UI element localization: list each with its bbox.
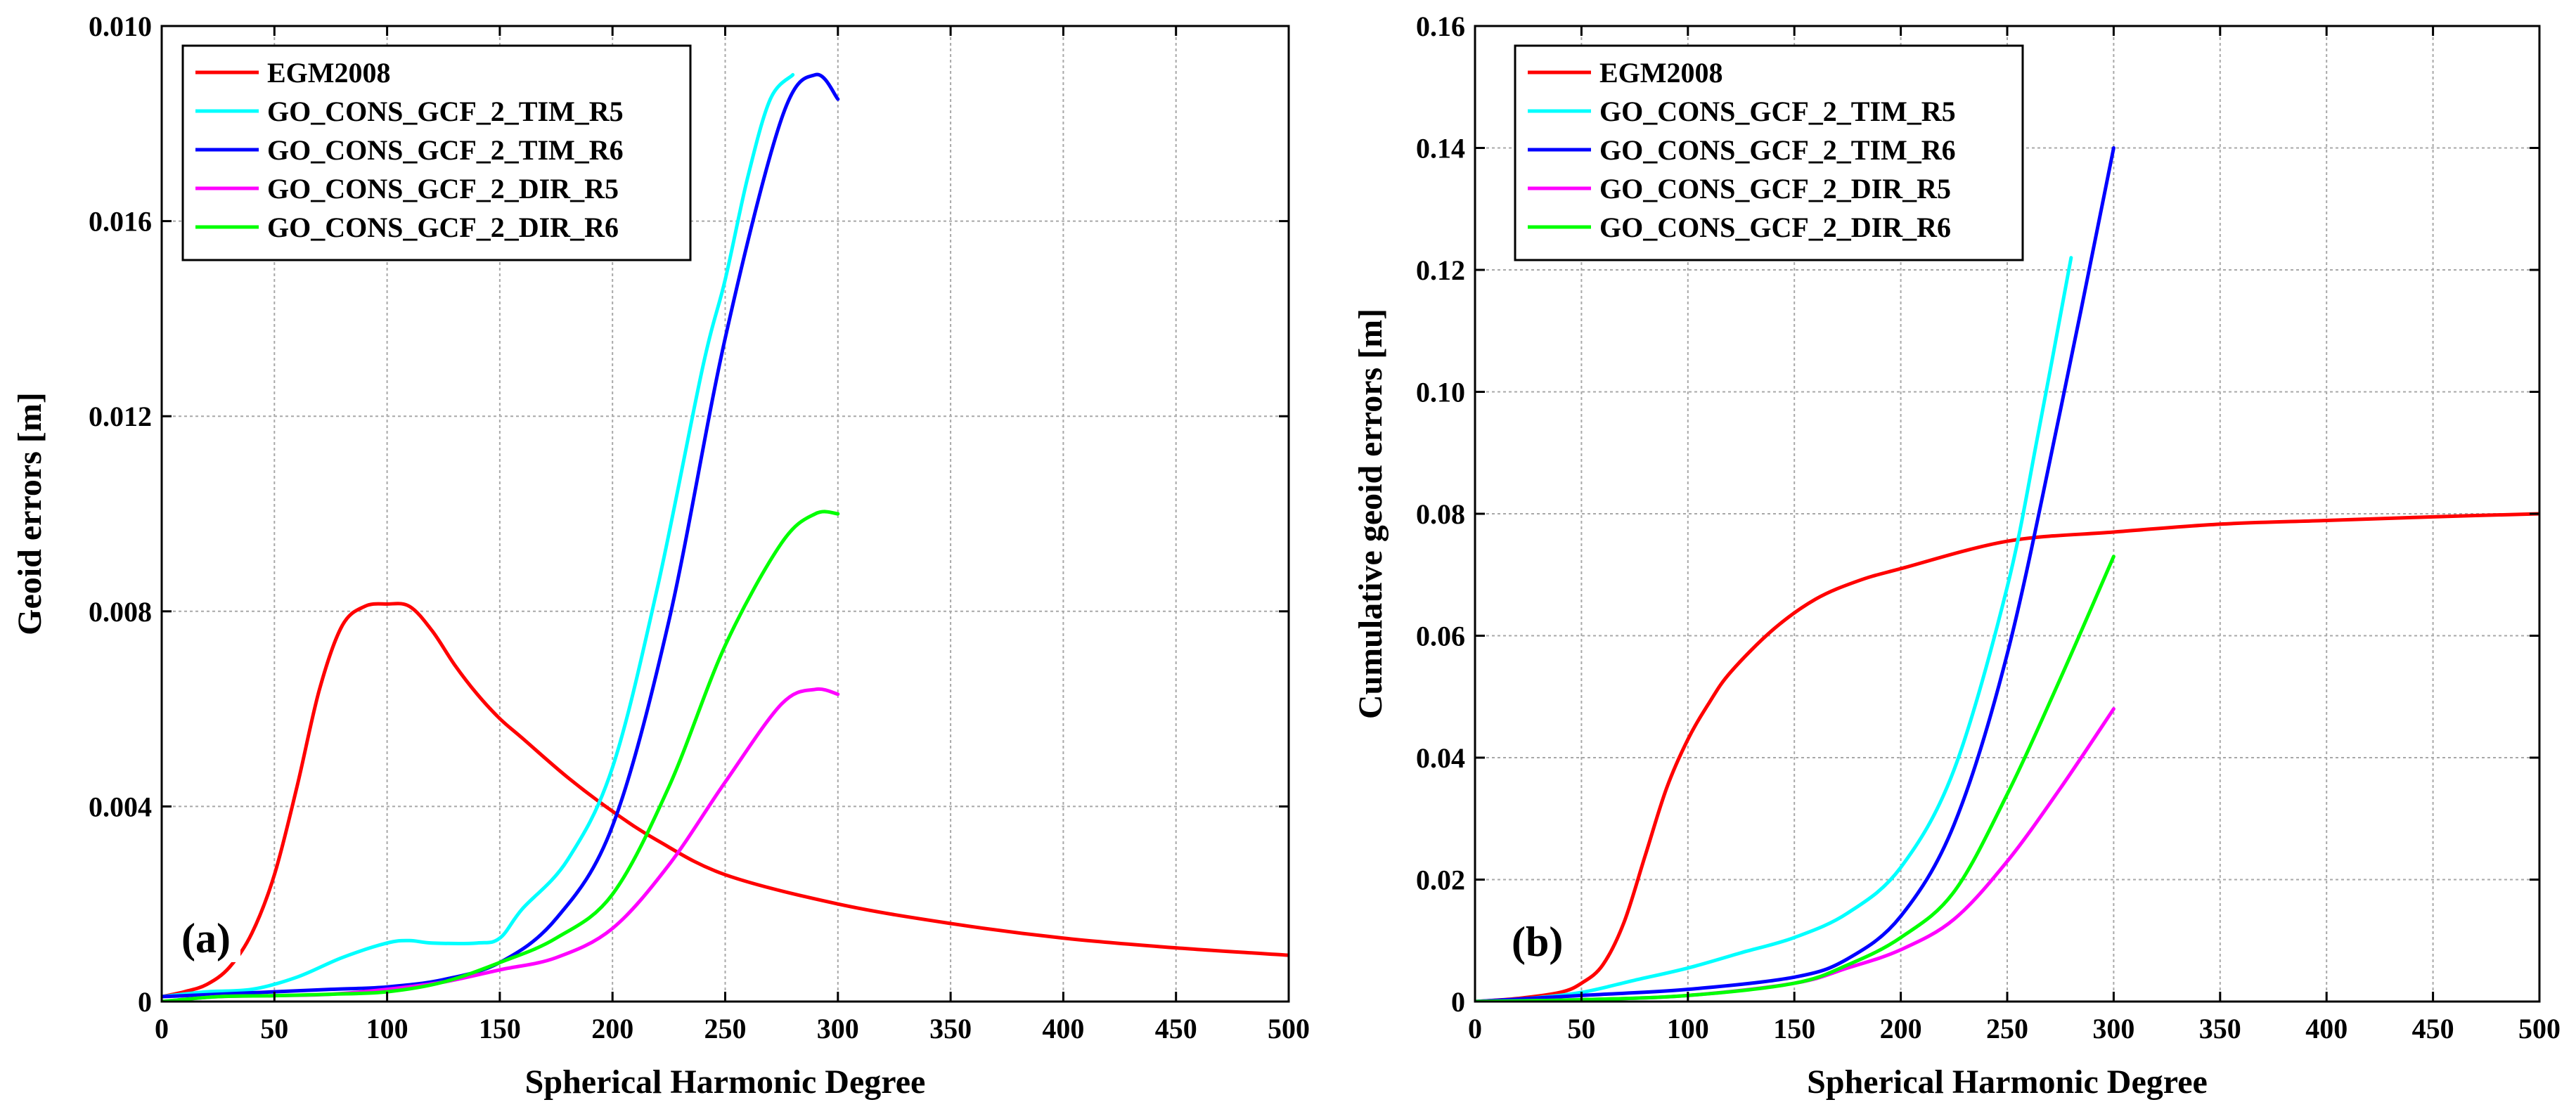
legend: EGM2008 GO_CONS_GCF_2_TIM_R5 GO_CONS_GCF_2…: [181, 44, 692, 261]
x-tick-label: 300: [2092, 1013, 2134, 1044]
series-line-go-cons-gcf-2-dir-r6: [162, 510, 840, 1002]
x-tick-label: 450: [2412, 1013, 2454, 1044]
series-line-egm2008: [162, 602, 1289, 999]
series-line-go-cons-gcf-2-tim-r6: [1475, 146, 2115, 1002]
y-tick-label: 0.004: [89, 791, 152, 822]
panel-letter: (b): [1512, 919, 1563, 965]
x-tick-label: 400: [1042, 1013, 1084, 1044]
y-tick-label: 0.16: [1416, 11, 1465, 42]
y-tick-label: 0.04: [1416, 742, 1465, 774]
legend-entry: GO_CONS_GCF_2_DIR_R5: [1599, 173, 1951, 205]
legend-entry: GO_CONS_GCF_2_DIR_R6: [267, 212, 619, 243]
y-tick-label: 0: [138, 986, 152, 1018]
y-axis-label: Geoid errors [m]: [11, 392, 49, 635]
x-tick-label: 100: [1667, 1013, 1709, 1044]
x-tick-label: 150: [1773, 1013, 1815, 1044]
y-tick-label: 0.14: [1416, 133, 1465, 164]
legend-entry: GO_CONS_GCF_2_TIM_R5: [267, 96, 624, 127]
legend-entry: EGM2008: [267, 57, 391, 89]
series-group: [162, 72, 1289, 1002]
x-tick-label: 450: [1155, 1013, 1197, 1044]
x-tick-label: 250: [704, 1013, 747, 1044]
y-tick-label: 0.016: [89, 206, 152, 238]
legend: EGM2008 GO_CONS_GCF_2_TIM_R5 GO_CONS_GCF_2…: [1514, 44, 2024, 261]
x-tick-label: 500: [1268, 1013, 1310, 1044]
y-tick-label: 0.08: [1416, 498, 1465, 530]
series-group: [1475, 146, 2539, 1002]
x-axis-label: Spherical Harmonic Degree: [525, 1063, 926, 1101]
legend-entry: GO_CONS_GCF_2_TIM_R6: [1599, 134, 1956, 166]
series-line-go-cons-gcf-2-tim-r5: [1475, 256, 2073, 1002]
y-tick-label: 0.10: [1416, 377, 1465, 408]
panel-b: 0 50 100 150 200 250 300 350 400 450 500 0 0.02 0.04 0…: [1352, 11, 2561, 1101]
y-tick-label: 0.008: [89, 596, 152, 628]
legend-box: [181, 44, 692, 261]
legend-entry: EGM2008: [1599, 57, 1723, 89]
x-tick-label: 250: [1986, 1013, 2028, 1044]
x-tick-label: 0: [1468, 1013, 1482, 1044]
panel-letter-group: (b): [1507, 919, 1567, 966]
x-tick-label: 50: [260, 1013, 288, 1044]
x-tick-label: 350: [2199, 1013, 2241, 1044]
x-tick-label: 100: [366, 1013, 408, 1044]
x-tick-label: 300: [817, 1013, 859, 1044]
y-tick-label: 0.12: [1416, 254, 1465, 286]
x-axis-label: Spherical Harmonic Degree: [1807, 1063, 2208, 1101]
series-line-go-cons-gcf-2-tim-r5: [162, 72, 795, 999]
x-tick-label: 200: [591, 1013, 633, 1044]
series-line-go-cons-gcf-2-tim-r6: [162, 72, 840, 999]
panel-letter-group: (a): [177, 915, 240, 962]
x-tick-label: 50: [1567, 1013, 1595, 1044]
x-tick-label: 150: [479, 1013, 521, 1044]
x-tick-label: 350: [929, 1013, 972, 1044]
panel-letter: (a): [181, 915, 231, 961]
legend-box: [1514, 44, 2024, 261]
y-tick-label: 0: [1451, 986, 1465, 1018]
legend-entry: GO_CONS_GCF_2_DIR_R6: [1599, 212, 1951, 243]
y-axis-label: Cumulative geoid errors [m]: [1352, 309, 1389, 719]
legend-entry: GO_CONS_GCF_2_DIR_R5: [267, 173, 619, 205]
series-line-egm2008: [1475, 512, 2539, 1002]
y-tick-label: 0.010: [89, 11, 152, 42]
panel-letter-bg: [177, 916, 240, 962]
x-tick-label: 200: [1880, 1013, 1922, 1044]
panel-a: 0 50 100 150 200 250 300 350 400 450 500 0 0.004 0.00…: [11, 11, 1310, 1101]
y-tick-label: 0.012: [89, 401, 152, 432]
x-tick-label: 500: [2518, 1013, 2561, 1044]
legend-entry: GO_CONS_GCF_2_TIM_R5: [1599, 96, 1956, 127]
y-tick-label: 0.06: [1416, 621, 1465, 652]
series-line-go-cons-gcf-2-dir-r6: [1475, 555, 2115, 1002]
x-tick-label: 400: [2305, 1013, 2348, 1044]
panel-letter-bg: [1507, 919, 1567, 966]
y-tick-label: 0.02: [1416, 864, 1465, 896]
x-tick-label: 0: [155, 1013, 169, 1044]
legend-entry: GO_CONS_GCF_2_TIM_R6: [267, 134, 624, 166]
